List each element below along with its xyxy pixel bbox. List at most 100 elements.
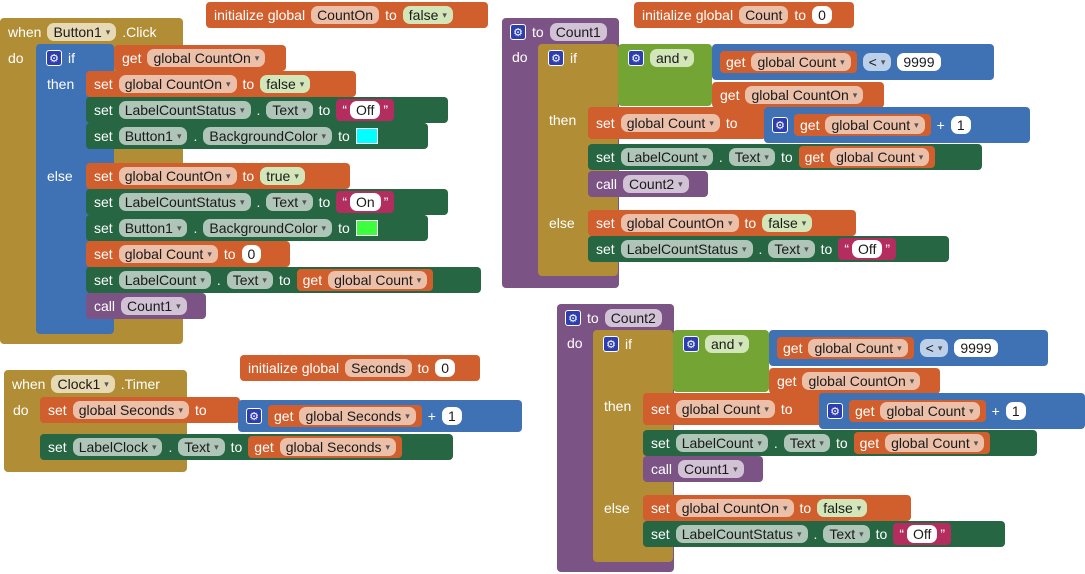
number-field[interactable]: 1	[950, 116, 971, 134]
procedure-name-field[interactable]: Count1	[549, 23, 607, 41]
call-procedure-block[interactable]: call Count1 ▾	[86, 293, 206, 319]
gear-icon[interactable]: ⚙	[628, 50, 644, 66]
get-block[interactable]: get global CountOn ▾	[769, 368, 940, 394]
set-property-block[interactable]: set LabelCountStatus ▾ . Text ▾ to “ Off ”	[643, 521, 1005, 547]
variable-dropdown[interactable]: global Seconds ▾	[72, 401, 189, 419]
component-dropdown[interactable]: Button1 ▾	[47, 23, 117, 41]
text-field[interactable]: On	[350, 193, 381, 211]
text-block[interactable]: “ Off ”	[838, 238, 897, 260]
variable-dropdown[interactable]: global Seconds ▾	[299, 407, 416, 425]
set-property-block[interactable]: set LabelCountStatus ▾ . Text ▾ to “ Off ”	[588, 236, 949, 262]
get-block[interactable]: get global Seconds ▾	[268, 405, 422, 427]
procedure-name-field[interactable]: Count2	[604, 309, 662, 327]
variable-dropdown[interactable]: global CountOn ▾	[745, 86, 864, 104]
init-global-counton-block[interactable]: initialize global CountOn to false ▾	[206, 2, 488, 28]
get-block[interactable]: get global Count ▾	[296, 269, 434, 291]
get-block[interactable]: get global Count ▾	[853, 432, 991, 454]
text-field[interactable]: Off	[350, 101, 381, 119]
boolean-dropdown[interactable]: false ▾	[402, 6, 453, 24]
and-dropdown[interactable]: and ▾	[650, 49, 694, 67]
set-variable-block[interactable]: set global Count ▾ to	[643, 393, 823, 425]
number-field[interactable]: 9999	[897, 53, 941, 71]
set-variable-block[interactable]: set global CountOn ▾ to true ▾	[86, 163, 350, 189]
set-property-block[interactable]: set LabelCountStatus ▾ . Text ▾ to “ Off ”	[86, 97, 448, 123]
call-procedure-block[interactable]: call Count1 ▾	[643, 456, 763, 482]
operator-dropdown[interactable]: < ▾	[862, 53, 892, 71]
text-field[interactable]: Off	[852, 240, 883, 258]
gear-icon[interactable]: ⚙	[246, 408, 262, 424]
component-dropdown[interactable]: Clock1 ▾	[51, 375, 115, 393]
set-variable-block[interactable]: set global CountOn ▾ to false ▾	[588, 210, 856, 236]
global-name-field[interactable]: Count	[739, 6, 789, 24]
component-dropdown[interactable]: LabelCountStatus ▾	[675, 525, 808, 543]
get-block[interactable]: get global CountOn ▾	[712, 82, 884, 108]
text-block[interactable]: “ Off ”	[893, 523, 952, 545]
boolean-dropdown[interactable]: false ▾	[762, 214, 813, 232]
variable-dropdown[interactable]: global Count ▾	[808, 339, 908, 357]
variable-dropdown[interactable]: global Count ▾	[620, 114, 720, 132]
component-dropdown[interactable]: LabelCountStatus ▾	[118, 101, 251, 119]
call-procedure-block[interactable]: call Count2 ▾	[588, 171, 708, 197]
property-dropdown[interactable]: BackgroundColor ▾	[203, 219, 333, 237]
gear-icon[interactable]: ⚙	[827, 403, 843, 419]
global-name-field[interactable]: Seconds	[345, 359, 412, 377]
variable-dropdown[interactable]: global Count ▾	[118, 245, 218, 263]
property-dropdown[interactable]: Text ▾	[783, 434, 830, 452]
gear-icon[interactable]: ⚙	[548, 50, 564, 66]
property-dropdown[interactable]: Text ▾	[226, 271, 273, 289]
variable-dropdown[interactable]: global Count ▾	[825, 116, 925, 134]
boolean-dropdown[interactable]: false ▾	[260, 75, 311, 93]
number-field[interactable]: 0	[435, 359, 456, 377]
property-dropdown[interactable]: Text ▾	[728, 148, 775, 166]
gear-icon[interactable]: ⚙	[46, 50, 62, 66]
set-property-block[interactable]: set Button1 ▾ . BackgroundColor ▾ to	[86, 215, 428, 241]
property-dropdown[interactable]: Text ▾	[178, 438, 225, 456]
set-property-block[interactable]: set LabelCount ▾ . Text ▾ to get global Co…	[643, 430, 1037, 456]
property-dropdown[interactable]: Text ▾	[266, 101, 313, 119]
gear-icon[interactable]: ⚙	[772, 117, 788, 133]
get-block[interactable]: get global Seconds ▾	[248, 436, 403, 458]
math-add-block[interactable]: ⚙ get global Count ▾ + 1	[819, 393, 1085, 429]
operator-dropdown[interactable]: < ▾	[919, 339, 949, 357]
get-block[interactable]: get global Count ▾	[777, 337, 914, 359]
component-dropdown[interactable]: LabelCount ▾	[675, 434, 768, 452]
procedure-dropdown[interactable]: Count1 ▾	[121, 297, 187, 315]
variable-dropdown[interactable]: global Count ▾	[885, 434, 985, 452]
property-dropdown[interactable]: Text ▾	[823, 525, 870, 543]
variable-dropdown[interactable]: global Count ▾	[675, 400, 775, 418]
get-block[interactable]: get global Count ▾	[720, 51, 857, 73]
get-block[interactable]: get global Count ▾	[794, 114, 931, 136]
set-variable-block[interactable]: set global CountOn ▾ to false ▾	[643, 495, 911, 521]
number-field[interactable]: 0	[812, 6, 832, 24]
number-field[interactable]: 1	[441, 407, 462, 425]
set-property-block[interactable]: set LabelCount ▾ . Text ▾ to get global Co…	[588, 144, 982, 170]
component-dropdown[interactable]: LabelCountStatus ▾	[118, 193, 251, 211]
property-dropdown[interactable]: Text ▾	[768, 240, 815, 258]
text-field[interactable]: Off	[907, 525, 938, 543]
variable-dropdown[interactable]: global CountOn ▾	[802, 372, 921, 390]
color-swatch-green[interactable]	[355, 220, 378, 236]
gear-icon[interactable]: ⚙	[683, 336, 699, 352]
init-global-count-block[interactable]: initialize global Count to 0	[634, 2, 854, 28]
set-variable-block[interactable]: set global Count ▾ to 0	[86, 241, 290, 267]
component-dropdown[interactable]: LabelCountStatus ▾	[620, 240, 753, 258]
init-global-seconds-block[interactable]: initialize global Seconds to 0	[240, 355, 480, 381]
component-dropdown[interactable]: LabelCount ▾	[118, 271, 211, 289]
set-variable-block[interactable]: set global Seconds ▾ to	[40, 397, 240, 423]
variable-dropdown[interactable]: global CountOn ▾	[620, 214, 739, 232]
color-swatch-cyan[interactable]	[355, 128, 378, 144]
variable-dropdown[interactable]: global CountOn ▾	[118, 167, 237, 185]
set-variable-block[interactable]: set global CountOn ▾ to false ▾	[86, 71, 356, 97]
compare-block[interactable]: get global Count ▾ < ▾ 9999	[769, 330, 1048, 366]
procedure-dropdown[interactable]: Count2 ▾	[623, 175, 689, 193]
variable-dropdown[interactable]: global Count ▾	[830, 148, 930, 166]
and-dropdown[interactable]: and ▾	[705, 335, 749, 353]
component-dropdown[interactable]: LabelClock ▾	[72, 438, 163, 456]
variable-dropdown[interactable]: global CountOn ▾	[118, 75, 237, 93]
get-block[interactable]: get global Count ▾	[849, 400, 986, 422]
variable-dropdown[interactable]: global Count ▾	[328, 271, 428, 289]
gear-icon[interactable]: ⚙	[510, 24, 526, 40]
get-block[interactable]: get global CountOn ▾	[114, 45, 286, 71]
math-add-block[interactable]: ⚙ get global Seconds ▾ + 1	[238, 400, 522, 432]
variable-dropdown[interactable]: global CountOn ▾	[675, 499, 794, 517]
